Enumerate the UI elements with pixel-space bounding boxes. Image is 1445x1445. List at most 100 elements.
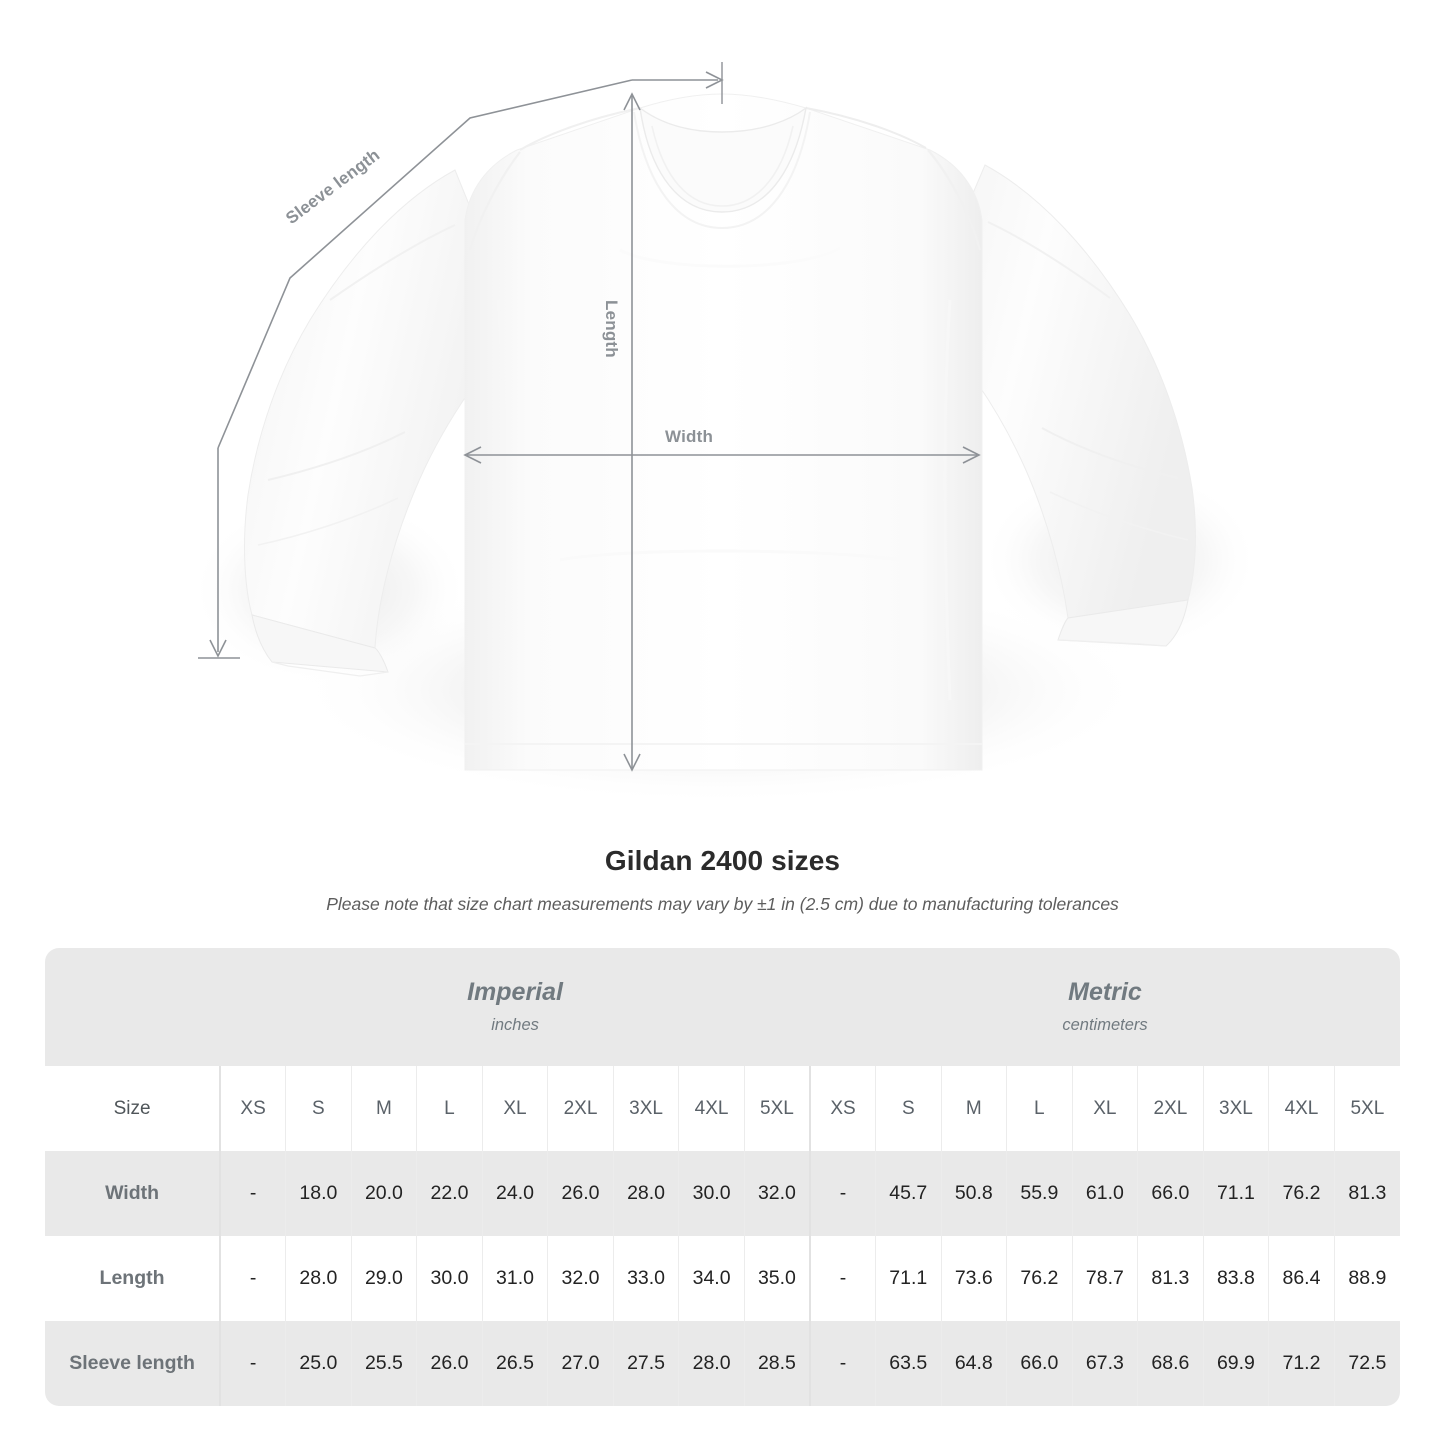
- cell-length-met-4: 78.7: [1072, 1236, 1139, 1321]
- size-header-imp-1: S: [285, 1066, 352, 1151]
- cell-width-met-8: 81.3: [1334, 1151, 1400, 1236]
- size-header-met-2: M: [941, 1066, 1008, 1151]
- cell-width-imp-4: 24.0: [482, 1151, 549, 1236]
- cell-width-met-3: 55.9: [1006, 1151, 1073, 1236]
- cell-width-met-2: 50.8: [941, 1151, 1008, 1236]
- cell-length-imp-4: 31.0: [482, 1236, 549, 1321]
- cell-sleeve-met-6: 69.9: [1203, 1321, 1270, 1406]
- cell-width-imp-5: 26.0: [547, 1151, 614, 1236]
- cell-length-imp-6: 33.0: [613, 1236, 680, 1321]
- row-label-sleeve-length: Sleeve length: [45, 1321, 222, 1406]
- cell-width-met-4: 61.0: [1072, 1151, 1139, 1236]
- right-sleeve: [919, 164, 1196, 619]
- left-sleeve: [244, 169, 521, 649]
- cell-width-imp-1: 18.0: [285, 1151, 352, 1236]
- row-label-length: Length: [45, 1236, 222, 1321]
- unit-name-metric: Metric: [1068, 978, 1142, 1007]
- cell-width-met-7: 76.2: [1268, 1151, 1335, 1236]
- cell-width-imp-3: 22.0: [416, 1151, 483, 1236]
- cell-length-met-1: 71.1: [875, 1236, 942, 1321]
- row-label-width: Width: [45, 1151, 222, 1236]
- cell-length-imp-1: 28.0: [285, 1236, 352, 1321]
- measurement-lines: [198, 62, 981, 772]
- garment-illustration: [190, 62, 1260, 805]
- cell-length-met-8: 88.9: [1334, 1236, 1400, 1321]
- cell-length-met-2: 73.6: [941, 1236, 1008, 1321]
- size-header-imp-7: 4XL: [678, 1066, 745, 1151]
- size-header-imp-3: L: [416, 1066, 483, 1151]
- cell-width-imp-6: 28.0: [613, 1151, 680, 1236]
- table-row: Sleeve length - 25.0 25.5 26.0 26.5 27.0…: [45, 1321, 1400, 1406]
- size-header-row: Size XS S M L XL 2XL 3XL 4XL 5XL XS S M …: [45, 1066, 1400, 1151]
- cell-sleeve-met-8: 72.5: [1334, 1321, 1400, 1406]
- cell-sleeve-imp-3: 26.0: [416, 1321, 483, 1406]
- table-row: Width - 18.0 20.0 22.0 24.0 26.0 28.0 30…: [45, 1151, 1400, 1236]
- unit-sub-metric: centimeters: [1062, 1015, 1148, 1034]
- cell-sleeve-imp-4: 26.5: [482, 1321, 549, 1406]
- cell-length-imp-0: -: [220, 1236, 287, 1321]
- cell-sleeve-imp-2: 25.5: [351, 1321, 418, 1406]
- unit-spacer-cell: [45, 948, 221, 1066]
- cell-width-imp-8: 32.0: [744, 1151, 811, 1236]
- cell-length-imp-8: 35.0: [744, 1236, 811, 1321]
- cell-width-imp-7: 30.0: [678, 1151, 745, 1236]
- size-header-imp-6: 3XL: [613, 1066, 680, 1151]
- shirt-body: [464, 93, 983, 771]
- cell-sleeve-met-1: 63.5: [875, 1321, 942, 1406]
- cell-sleeve-imp-1: 25.0: [285, 1321, 352, 1406]
- cell-sleeve-met-5: 68.6: [1137, 1321, 1204, 1406]
- size-header-imp-2: M: [351, 1066, 418, 1151]
- cell-width-imp-0: -: [220, 1151, 287, 1236]
- cell-length-imp-2: 29.0: [351, 1236, 418, 1321]
- size-header-label: Size: [45, 1066, 222, 1151]
- cell-sleeve-imp-0: -: [220, 1321, 287, 1406]
- cell-length-imp-5: 32.0: [547, 1236, 614, 1321]
- cell-length-met-7: 86.4: [1268, 1236, 1335, 1321]
- cell-sleeve-met-7: 71.2: [1268, 1321, 1335, 1406]
- size-header-imp-5: 2XL: [547, 1066, 614, 1151]
- width-label: Width: [665, 427, 714, 446]
- cell-sleeve-imp-8: 28.5: [744, 1321, 811, 1406]
- size-header-met-8: 5XL: [1334, 1066, 1400, 1151]
- cell-sleeve-imp-7: 28.0: [678, 1321, 745, 1406]
- size-header-met-7: 4XL: [1268, 1066, 1335, 1151]
- cell-length-imp-3: 30.0: [416, 1236, 483, 1321]
- size-header-met-1: S: [875, 1066, 942, 1151]
- cell-sleeve-met-3: 66.0: [1006, 1321, 1073, 1406]
- size-header-met-5: 2XL: [1137, 1066, 1204, 1151]
- cell-length-met-6: 83.8: [1203, 1236, 1270, 1321]
- page-title: Gildan 2400 sizes: [604, 845, 841, 876]
- unit-cell-imperial: Imperial inches: [220, 948, 810, 1066]
- cell-width-met-1: 45.7: [875, 1151, 942, 1236]
- cell-sleeve-met-4: 67.3: [1072, 1321, 1139, 1406]
- unit-cell-metric: Metric centimeters: [809, 948, 1400, 1066]
- table-row: Length - 28.0 29.0 30.0 31.0 32.0 33.0 3…: [45, 1236, 1400, 1321]
- cell-sleeve-met-2: 64.8: [941, 1321, 1008, 1406]
- garment-diagram: Sleeve length Length Width: [190, 62, 1260, 805]
- cell-width-met-0: -: [809, 1151, 877, 1236]
- cell-width-met-5: 66.0: [1137, 1151, 1204, 1236]
- cell-sleeve-met-0: -: [809, 1321, 877, 1406]
- title-block: Gildan 2400 sizes Please note that size …: [0, 845, 1445, 915]
- size-header-imp-0: XS: [220, 1066, 287, 1151]
- sleeve-length-diagonal: [217, 79, 633, 449]
- size-header-met-6: 3XL: [1203, 1066, 1270, 1151]
- length-label: Length: [602, 300, 621, 358]
- size-header-met-3: L: [1006, 1066, 1073, 1151]
- cell-width-imp-2: 20.0: [351, 1151, 418, 1236]
- unit-name-imperial: Imperial: [467, 978, 563, 1007]
- cell-length-met-3: 76.2: [1006, 1236, 1073, 1321]
- cell-length-met-0: -: [809, 1236, 877, 1321]
- cell-sleeve-imp-6: 27.5: [613, 1321, 680, 1406]
- cell-sleeve-imp-5: 27.0: [547, 1321, 614, 1406]
- size-header-met-4: XL: [1072, 1066, 1139, 1151]
- tolerance-note: Please note that size chart measurements…: [326, 894, 1119, 914]
- size-header-imp-4: XL: [482, 1066, 549, 1151]
- cell-width-met-6: 71.1: [1203, 1151, 1270, 1236]
- unit-sub-imperial: inches: [491, 1015, 539, 1034]
- size-header-imp-8: 5XL: [744, 1066, 811, 1151]
- cell-length-met-5: 81.3: [1137, 1236, 1204, 1321]
- size-header-met-0: XS: [809, 1066, 877, 1151]
- size-table: Imperial inches Metric centimeters Size …: [45, 948, 1400, 1406]
